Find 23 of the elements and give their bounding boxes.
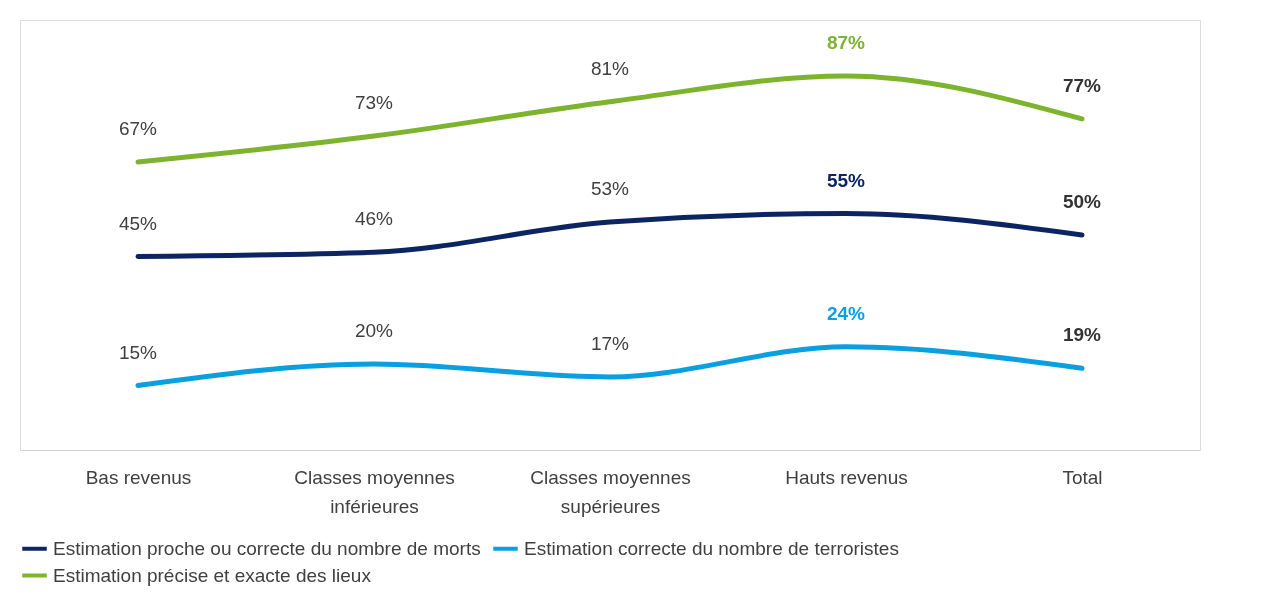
legend-label: Estimation proche ou correcte du nombre de morts <box>53 537 481 559</box>
data-label: 73% <box>354 92 394 114</box>
data-label: 67% <box>118 117 158 139</box>
data-label: 24% <box>826 302 866 324</box>
x-tick-label: Classes moyennes inférieures <box>294 466 455 517</box>
data-label: 55% <box>826 169 866 191</box>
data-label: 87% <box>826 31 866 53</box>
data-label: 50% <box>1062 191 1102 212</box>
data-label: 53% <box>590 178 630 200</box>
data-label: 81% <box>590 57 630 79</box>
data-label: 19% <box>1062 324 1102 346</box>
data-label: 20% <box>354 320 394 341</box>
data-label: 77% <box>1062 74 1102 96</box>
data-label: 46% <box>354 208 394 230</box>
legend-label: Estimation précise et exacte des lieux <box>53 564 372 586</box>
data-label: 45% <box>118 212 158 234</box>
data-label: 17% <box>590 332 630 354</box>
data-label: 15% <box>118 341 158 363</box>
x-tick-label: Total <box>1062 466 1103 488</box>
legend-label: Estimation correcte du nombre de terroristes <box>524 537 899 559</box>
x-tick-label: Hauts revenus <box>785 466 908 488</box>
x-tick-label: Classes moyennes supérieures <box>530 466 691 517</box>
x-tick-label: Bas revenus <box>85 466 192 488</box>
